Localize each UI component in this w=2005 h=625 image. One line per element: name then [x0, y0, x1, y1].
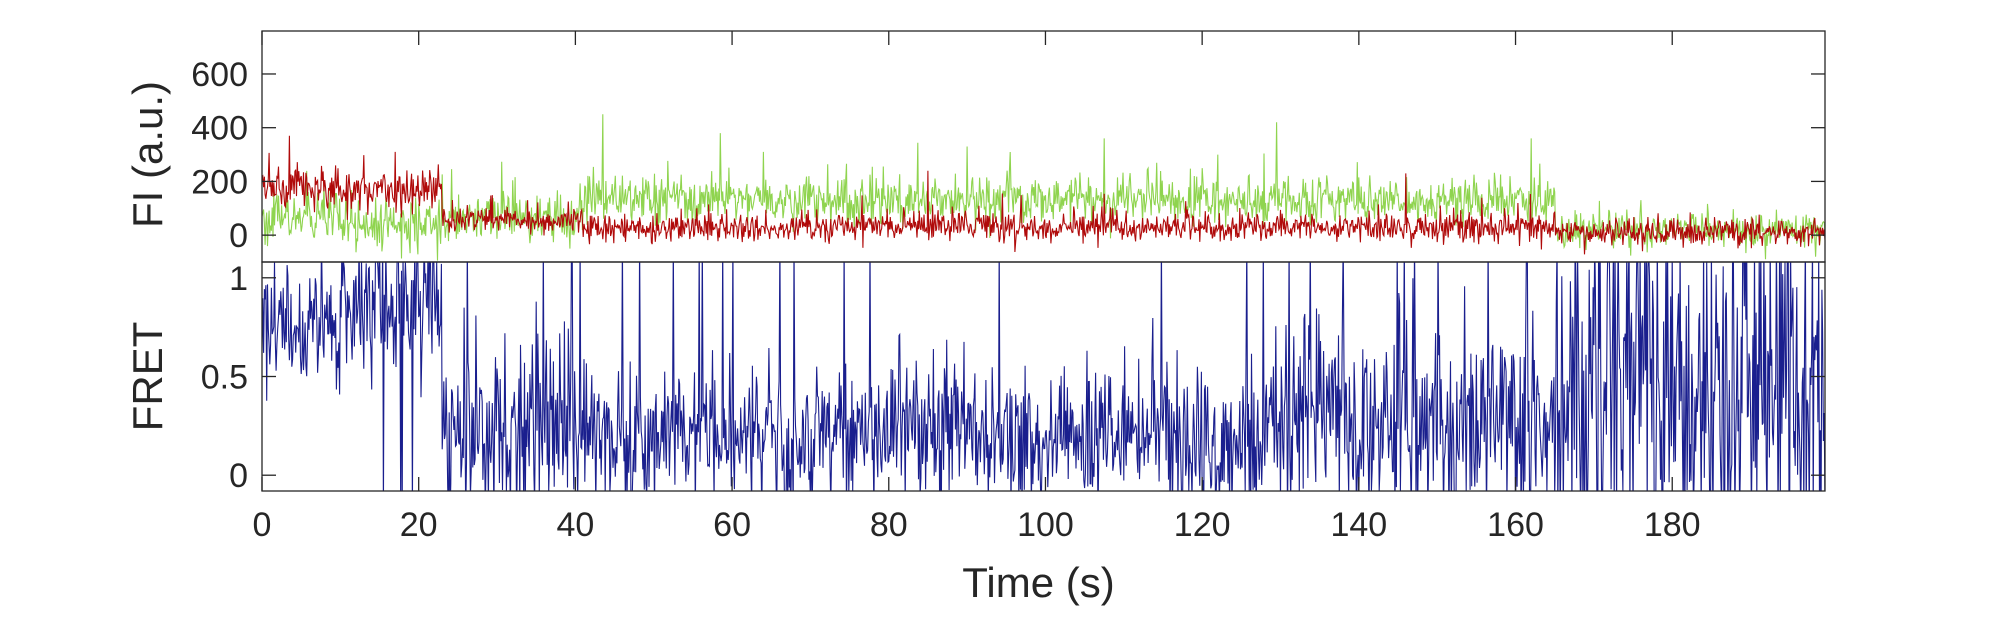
- y-tick-label: 1: [229, 260, 248, 298]
- time-x-axis-label: Time (s): [962, 559, 1114, 606]
- fret-panel: 00.51 0 20 40 60 80 100 120 140 160 180 FRET Time…: [124, 31, 1826, 606]
- intensity-y-axis-label: FI (a.u.): [124, 81, 171, 228]
- x-tick-label: 100: [1017, 506, 1074, 544]
- x-tick-label: 140: [1330, 506, 1387, 544]
- fret-traces: [262, 262, 1825, 491]
- y-tick-label: 0: [229, 457, 248, 495]
- intensity-panel: 0 200 400 600 FI (a.u.): [124, 30, 1826, 263]
- fret-y-axis-label: FRET: [124, 322, 171, 432]
- intensity-series-line: [262, 114, 1825, 261]
- x-tick-label: 0: [253, 506, 272, 544]
- intensity-y-ticks: 0 200 400 600: [191, 56, 1825, 255]
- x-tick-label: 80: [870, 506, 908, 544]
- y-tick-label: 200: [191, 163, 248, 201]
- y-tick-label: 600: [191, 56, 248, 94]
- y-tick-label: 0: [229, 217, 248, 255]
- x-tick-label: 20: [400, 506, 438, 544]
- time-x-ticks: 0 20 40 60 80 100 120 140 160 180: [253, 31, 1701, 544]
- intensity-traces: [262, 114, 1825, 261]
- fret-y-ticks: 00.51: [201, 260, 1825, 495]
- x-tick-label: 40: [556, 506, 594, 544]
- intensity-series-line: [262, 135, 1825, 255]
- x-tick-label: 60: [713, 506, 751, 544]
- y-tick-label: 400: [191, 110, 248, 148]
- x-tick-label: 180: [1644, 506, 1701, 544]
- fret-series-line: [262, 262, 1825, 491]
- x-tick-label: 160: [1487, 506, 1544, 544]
- y-tick-label: 0.5: [201, 359, 248, 397]
- x-tick-label: 120: [1174, 506, 1231, 544]
